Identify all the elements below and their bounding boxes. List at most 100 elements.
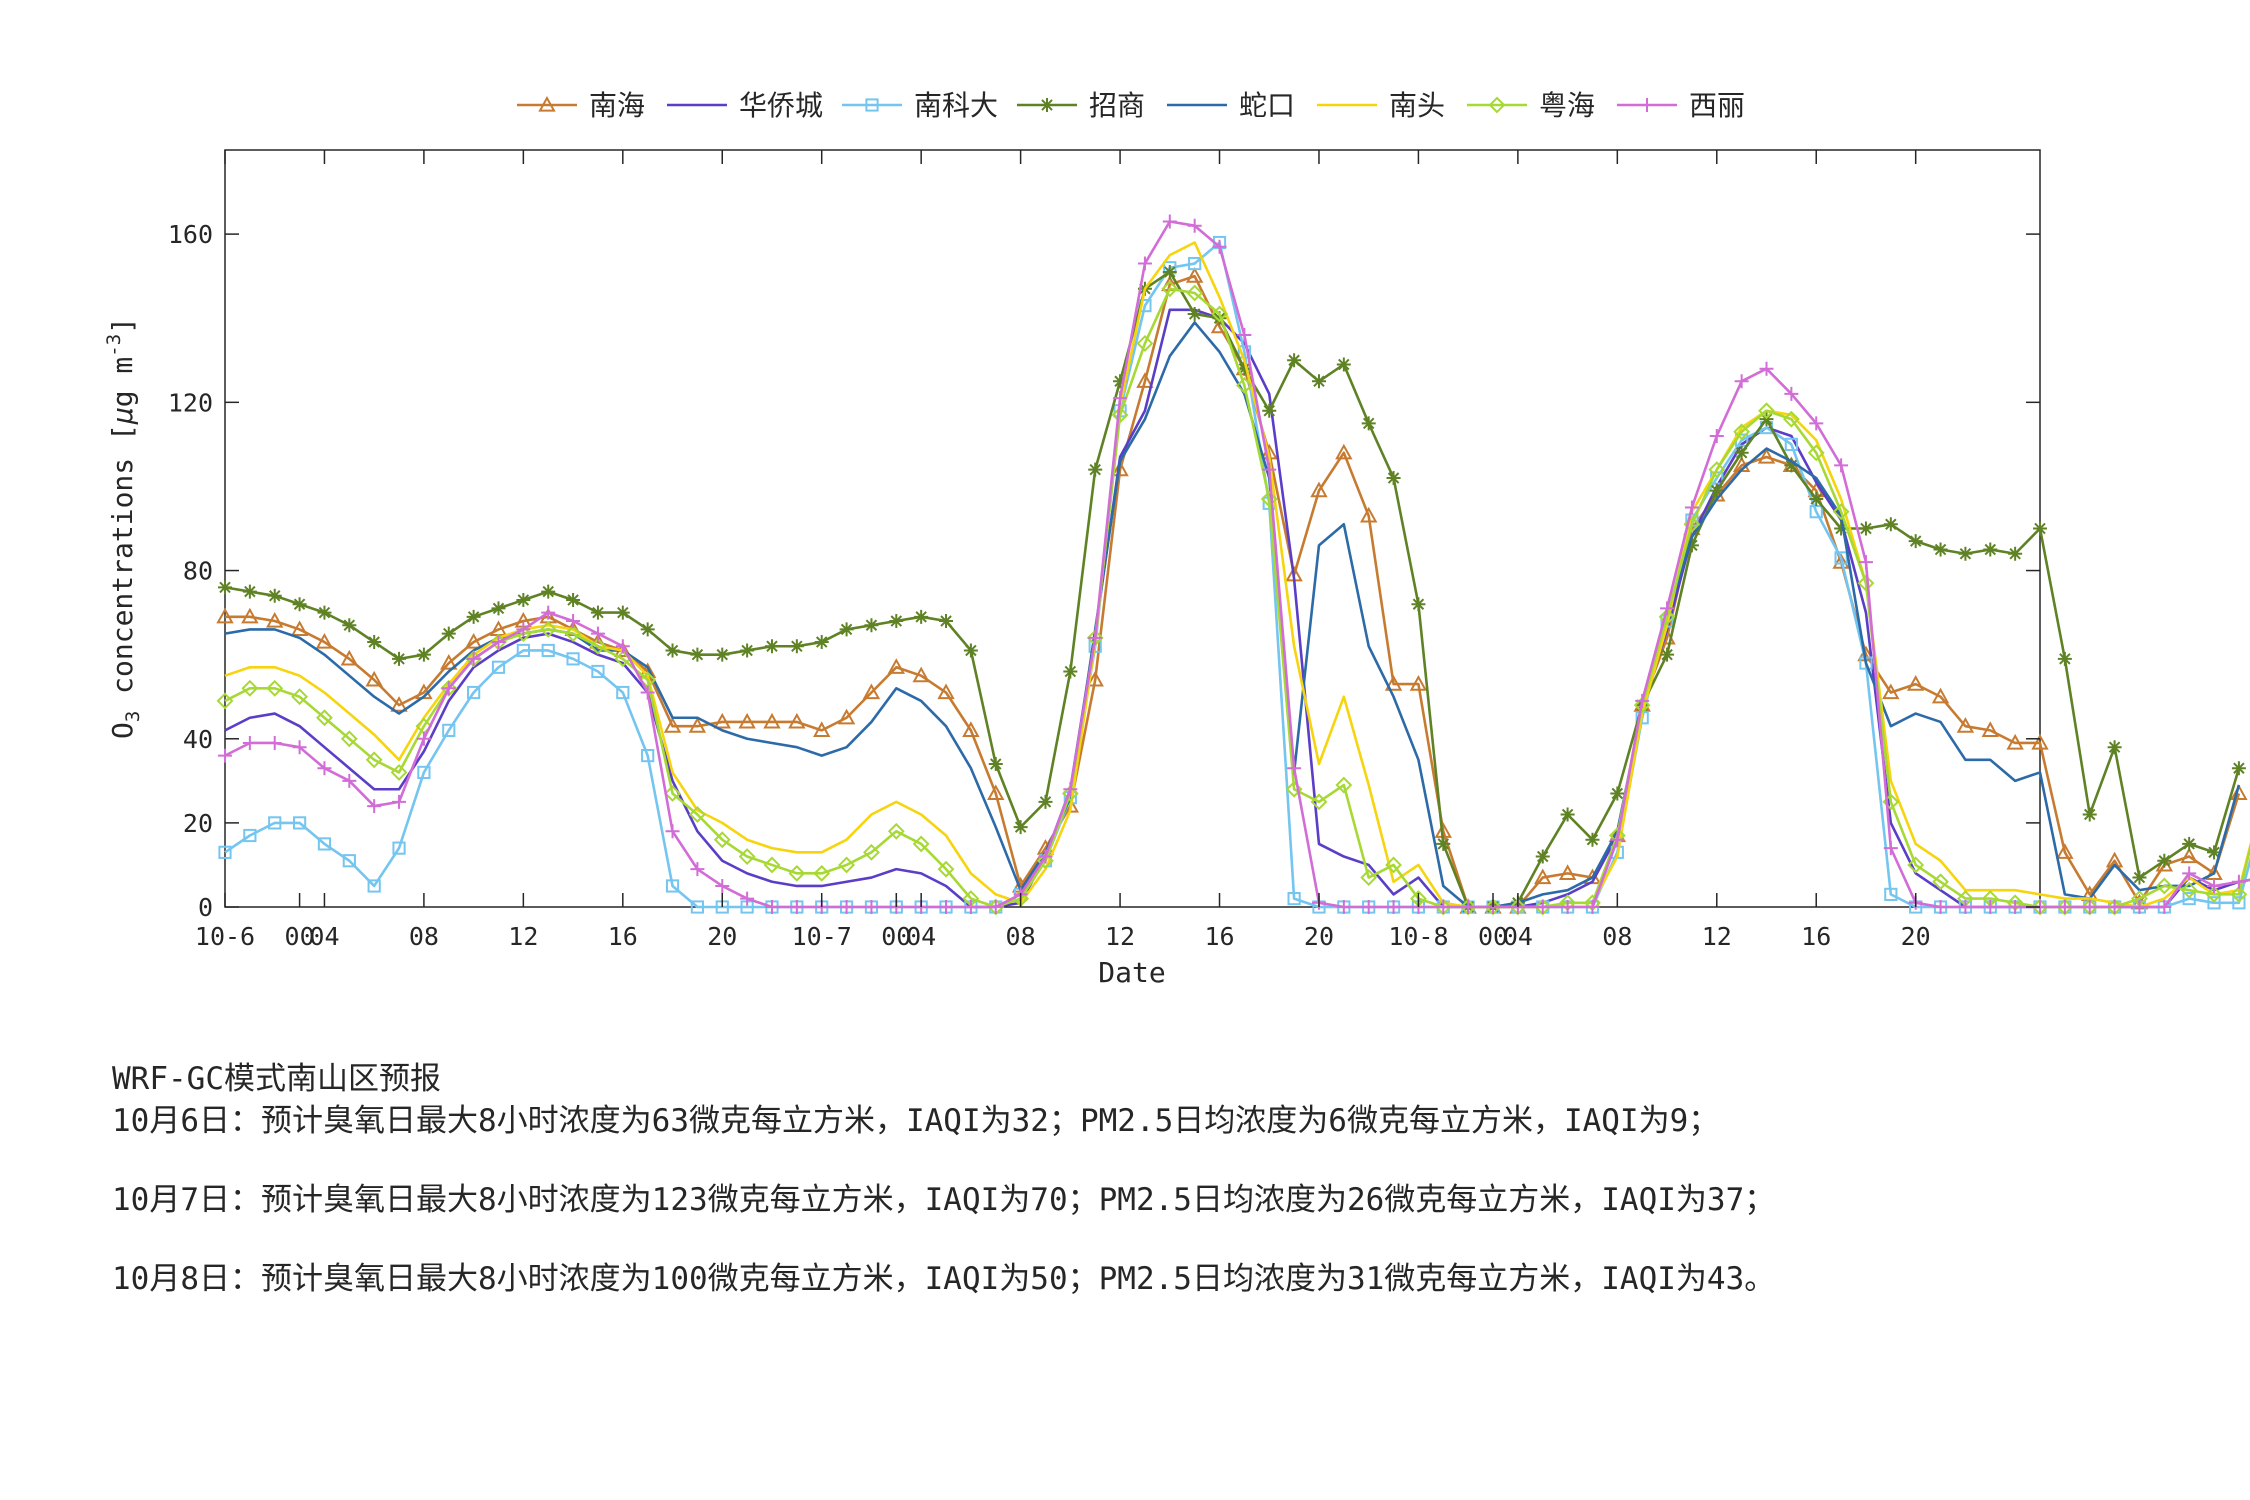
legend-entry-6: 粤海 xyxy=(1467,89,1595,122)
legend-entry-1: 华侨城 xyxy=(667,89,823,122)
data-point xyxy=(788,864,806,882)
y-tick-label: 40 xyxy=(183,725,213,754)
x-tick-label: 16 xyxy=(1801,922,1831,951)
data-point xyxy=(1235,377,1253,394)
data-point xyxy=(340,649,359,666)
legend-entry-4: 蛇口 xyxy=(1167,89,1295,122)
data-point xyxy=(914,609,929,624)
x-axis-ticks: 10-6 04 08 12 16 20 10-7 04 08 12 16 20 10-8 04 08 12 16… xyxy=(195,150,1931,951)
x-tick-label: 20 xyxy=(1901,922,1931,951)
data-point xyxy=(839,622,854,637)
data-point xyxy=(367,879,381,893)
data-point xyxy=(1983,900,1998,914)
data-point xyxy=(1932,873,1949,891)
data-point xyxy=(987,784,1005,801)
data-point xyxy=(467,685,481,700)
data-point xyxy=(1535,849,1550,864)
legend-label: 西丽 xyxy=(1689,89,1745,122)
data-point xyxy=(1784,386,1799,401)
y-tick-label: 0 xyxy=(198,893,213,922)
data-point xyxy=(1884,887,1898,901)
legend-entry-5: 南头 xyxy=(1317,89,1445,122)
data-point xyxy=(788,712,806,729)
data-point xyxy=(837,708,856,725)
data-point xyxy=(2008,900,2023,914)
series-line xyxy=(224,241,2250,909)
data-point xyxy=(538,95,556,112)
data-point xyxy=(1983,542,1998,557)
data-point xyxy=(1137,256,1152,271)
data-point xyxy=(789,900,804,914)
data-point xyxy=(2033,521,2047,536)
data-point xyxy=(367,799,382,814)
data-point xyxy=(688,717,707,733)
data-point xyxy=(2207,878,2222,893)
data-point xyxy=(1260,490,1278,508)
data-point xyxy=(417,765,431,780)
x-tick-label: 04 xyxy=(906,922,936,951)
data-point xyxy=(1136,335,1154,352)
data-point xyxy=(242,584,257,599)
data-point xyxy=(616,685,630,700)
forecast-line-oct7: 10月7日：预计臭氧日最大8小时浓度为123微克每立方米，IAQI为70；PM2… xyxy=(112,1182,1776,1218)
series-line xyxy=(224,308,2250,909)
data-point xyxy=(1585,832,1600,847)
data-point xyxy=(1684,500,1699,515)
data-point xyxy=(1708,461,1726,479)
data-point xyxy=(1931,687,1950,704)
data-point xyxy=(491,635,506,650)
data-point xyxy=(988,757,1003,772)
data-point xyxy=(640,622,655,637)
data-point xyxy=(566,592,581,607)
data-point xyxy=(268,816,282,830)
data-point xyxy=(2031,733,2049,750)
data-point xyxy=(740,643,755,658)
data-point xyxy=(1063,782,1078,797)
data-point xyxy=(1038,849,1053,864)
data-point xyxy=(1311,374,1326,389)
data-point xyxy=(2182,866,2197,881)
x-tick-label: 10-7 xyxy=(792,922,852,951)
data-point xyxy=(1610,832,1625,847)
data-point xyxy=(937,860,955,878)
data-point xyxy=(1360,869,1378,886)
x-tick-label: 16 xyxy=(608,922,638,951)
data-point xyxy=(1113,391,1128,406)
x-tick-label: 10-6 xyxy=(195,922,255,951)
data-point xyxy=(1188,256,1202,271)
data-point xyxy=(1560,900,1575,914)
data-point xyxy=(865,98,879,112)
data-point xyxy=(713,831,731,849)
data-point xyxy=(1958,546,1973,561)
data-point xyxy=(1832,553,1850,569)
data-point xyxy=(1336,357,1351,372)
data-point xyxy=(342,854,356,868)
data-point xyxy=(1385,856,1402,874)
data-point xyxy=(813,721,831,737)
data-point xyxy=(838,856,855,874)
data-point xyxy=(442,723,456,737)
data-point xyxy=(1660,647,1675,662)
data-point xyxy=(590,605,605,620)
y-axis-title-mu: µ xyxy=(106,407,139,425)
data-point xyxy=(615,639,630,654)
x-tick-label: 20 xyxy=(1304,922,1334,951)
x-tick-label: 10-8 xyxy=(1388,922,1448,951)
data-point xyxy=(1809,416,1824,431)
data-point xyxy=(267,588,282,603)
data-point xyxy=(1660,601,1675,616)
data-point xyxy=(1162,264,1177,279)
data-point xyxy=(1187,307,1202,322)
data-point xyxy=(1287,891,1301,906)
data-point xyxy=(267,735,282,750)
data-point xyxy=(641,749,655,763)
data-point xyxy=(315,632,334,649)
data-point xyxy=(2205,885,2223,903)
data-point xyxy=(1759,412,1774,427)
x-tick-label: 12 xyxy=(1702,922,1732,951)
data-point xyxy=(1287,353,1302,368)
data-point xyxy=(566,614,581,629)
data-point xyxy=(1037,852,1054,870)
data-point xyxy=(466,609,481,624)
